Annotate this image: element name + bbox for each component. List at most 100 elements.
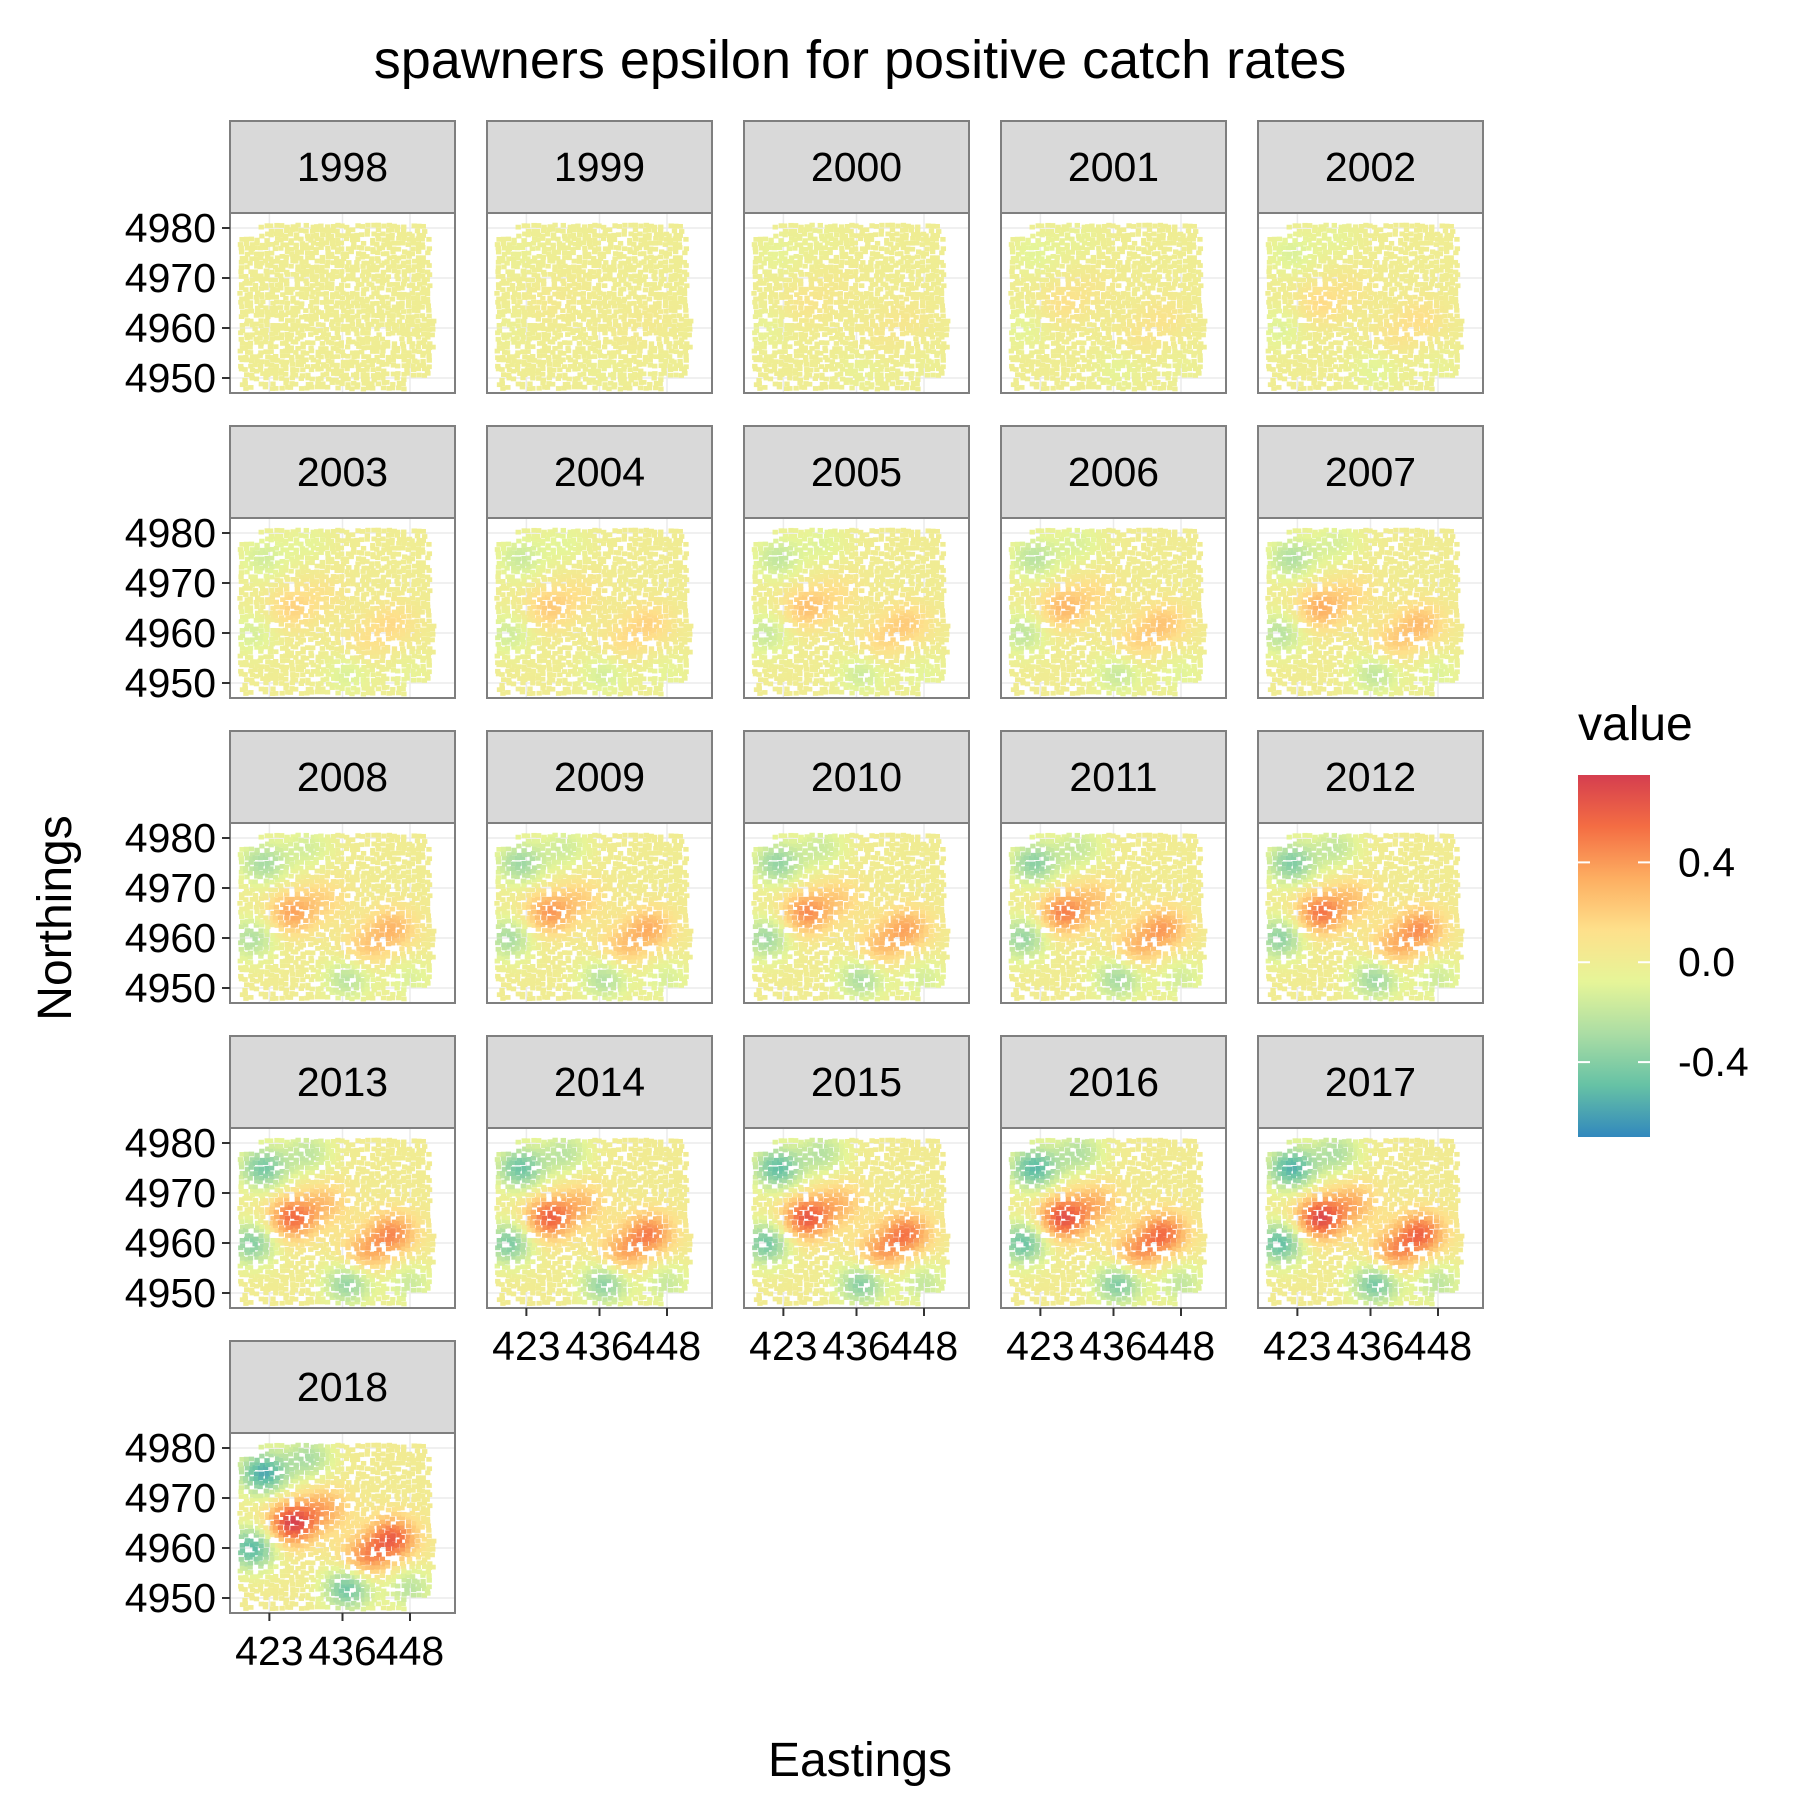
- field-cell: [622, 313, 627, 318]
- field-cell: [631, 355, 636, 360]
- field-cell: [822, 304, 827, 309]
- field-cell: [1125, 360, 1130, 365]
- field-cell: [245, 246, 250, 251]
- field-cell: [930, 340, 935, 345]
- field-cell: [1054, 260, 1059, 265]
- field-cell: [833, 310, 838, 315]
- field-cell: [264, 269, 269, 274]
- field-cell: [920, 299, 925, 304]
- field-cell: [280, 354, 285, 359]
- field-cell: [316, 322, 321, 327]
- field-cell: [376, 223, 381, 228]
- field-cell: [1191, 323, 1196, 328]
- field-cell: [1070, 328, 1075, 333]
- field-cell: [648, 292, 653, 297]
- field-cell: [1095, 240, 1100, 245]
- field-cell: [682, 260, 687, 265]
- field-cell: [294, 273, 299, 278]
- field-cell: [269, 283, 274, 288]
- field-cell: [531, 295, 536, 300]
- field-cell: [550, 227, 555, 232]
- field-cell: [263, 349, 268, 354]
- field-cell: [516, 234, 521, 239]
- field-cell: [807, 373, 812, 378]
- field-cell: [874, 337, 879, 342]
- field-cell: [520, 283, 525, 288]
- field-cell: [530, 371, 535, 376]
- field-cell: [868, 372, 873, 377]
- field-cell: [531, 364, 536, 369]
- field-cell: [323, 346, 328, 351]
- field-cell: [359, 323, 364, 328]
- field-cell: [273, 371, 278, 376]
- field-cell: [1075, 292, 1080, 297]
- field-cell: [394, 328, 399, 333]
- field-cell: [930, 249, 935, 254]
- field-cell: [647, 382, 652, 387]
- field-cell: [649, 341, 654, 346]
- field-cell: [875, 241, 880, 246]
- field-cell: [532, 328, 537, 333]
- field-cell: [521, 238, 526, 243]
- field-cell: [1095, 269, 1100, 274]
- field-cell: [555, 277, 560, 282]
- field-cell: [1112, 324, 1117, 329]
- field-cell: [515, 350, 520, 355]
- y-tick-label: 4980: [125, 205, 216, 251]
- field-cell: [334, 310, 339, 315]
- field-cell: [1162, 247, 1167, 252]
- field-cell: [1064, 259, 1069, 264]
- field-cell: [254, 299, 259, 304]
- field-cell: [284, 278, 289, 283]
- field-cell: [934, 359, 939, 364]
- field-cell: [626, 256, 631, 261]
- field-cell: [849, 327, 854, 332]
- field-cell: [354, 350, 359, 355]
- field-cell: [939, 287, 944, 292]
- field-cell: [278, 368, 283, 373]
- field-cell: [879, 270, 884, 275]
- field-cell: [586, 341, 591, 346]
- field-cell: [556, 250, 561, 255]
- field-cell: [301, 264, 306, 269]
- field-cell: [787, 371, 792, 376]
- field-cell: [581, 364, 586, 369]
- field-cell: [651, 274, 656, 279]
- field-cell: [1155, 371, 1160, 376]
- field-cell: [924, 247, 929, 252]
- field-cell: [1055, 378, 1060, 383]
- field-cell: [1086, 269, 1091, 274]
- field-cell: [682, 250, 687, 255]
- field-cell: [864, 272, 869, 277]
- field-cell: [366, 354, 371, 359]
- field-cell: [658, 309, 663, 314]
- field-cell: [1126, 278, 1131, 283]
- field-cell: [618, 291, 623, 296]
- field-cell: [238, 269, 243, 274]
- field-cell: [308, 332, 313, 337]
- field-cell: [1132, 354, 1137, 359]
- field-cell: [1039, 349, 1044, 354]
- field-cell: [1155, 380, 1160, 385]
- field-cell: [1152, 242, 1157, 247]
- field-cell: [607, 227, 612, 232]
- field-cell: [1121, 322, 1126, 327]
- field-cell: [540, 234, 545, 239]
- field-cell: [900, 274, 905, 279]
- field-cell: [1054, 323, 1059, 328]
- field-cell: [531, 300, 536, 305]
- field-cell: [900, 359, 905, 364]
- field-cell: [540, 372, 545, 377]
- field-cell: [540, 348, 545, 353]
- field-cell: [252, 327, 257, 332]
- field-cell: [1025, 299, 1030, 304]
- field-cell: [767, 245, 772, 250]
- field-cell: [284, 360, 289, 365]
- field-cell: [364, 372, 369, 377]
- field-cell: [888, 349, 893, 354]
- field-cell: [575, 366, 580, 371]
- field-cell: [1070, 287, 1075, 292]
- field-cell: [1094, 278, 1099, 283]
- field-cell: [868, 292, 873, 297]
- field-cell: [1192, 224, 1197, 229]
